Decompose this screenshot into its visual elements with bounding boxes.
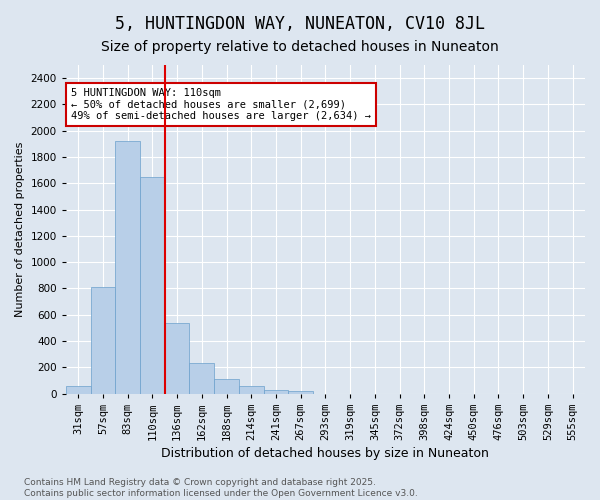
Bar — [66, 386, 91, 394]
Bar — [91, 287, 115, 394]
Text: Size of property relative to detached houses in Nuneaton: Size of property relative to detached ho… — [101, 40, 499, 54]
X-axis label: Distribution of detached houses by size in Nuneaton: Distribution of detached houses by size … — [161, 447, 490, 460]
Bar — [263, 390, 289, 394]
Bar — [214, 379, 239, 394]
Y-axis label: Number of detached properties: Number of detached properties — [15, 142, 25, 317]
Text: 5, HUNTINGDON WAY, NUNEATON, CV10 8JL: 5, HUNTINGDON WAY, NUNEATON, CV10 8JL — [115, 15, 485, 33]
Bar — [239, 386, 263, 394]
Text: Contains HM Land Registry data © Crown copyright and database right 2025.
Contai: Contains HM Land Registry data © Crown c… — [24, 478, 418, 498]
Bar — [190, 362, 214, 394]
Bar — [289, 391, 313, 394]
Text: 5 HUNTINGDON WAY: 110sqm
← 50% of detached houses are smaller (2,699)
49% of sem: 5 HUNTINGDON WAY: 110sqm ← 50% of detach… — [71, 88, 371, 121]
Bar — [165, 322, 190, 394]
Bar — [140, 176, 165, 394]
Bar — [115, 141, 140, 394]
